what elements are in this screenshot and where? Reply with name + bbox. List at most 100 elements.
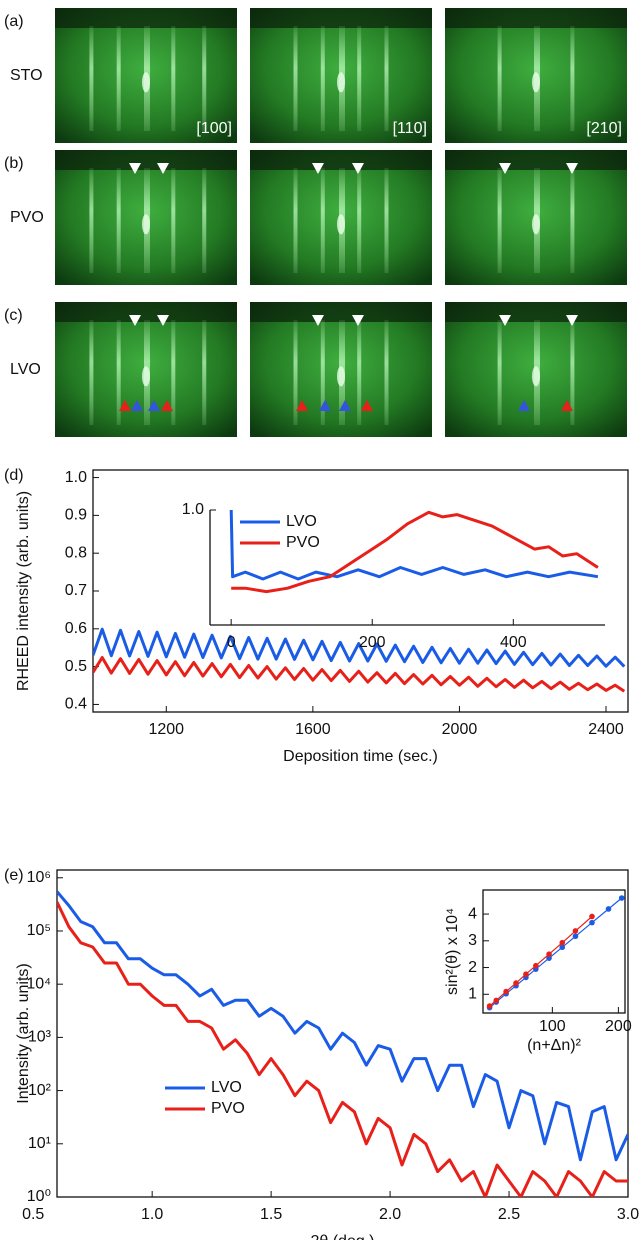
y-tick-label: 1 [468, 986, 477, 1003]
panel-label: (b) [4, 155, 24, 172]
x-tick-label: 200 [359, 634, 386, 651]
plot-frame [482, 889, 626, 1014]
marker-triangle [518, 400, 530, 411]
diffraction-streak [357, 26, 362, 131]
diffraction-streak [384, 26, 389, 131]
data-point [572, 928, 579, 934]
diffraction-streak [357, 320, 362, 425]
x-tick-label: 1.5 [260, 1206, 282, 1223]
direction-label: [110] [393, 120, 427, 137]
y-tick-label: 0.7 [65, 582, 87, 599]
marker-triangle [566, 163, 578, 174]
x-tick-label: 200 [605, 1018, 632, 1035]
y-tick-label: 0.8 [65, 544, 87, 561]
panel-label: (a) [4, 13, 24, 30]
x-axis-label: (n+Δn)² [527, 1037, 581, 1054]
legend-label: PVO [286, 534, 320, 551]
marker-triangle [561, 400, 573, 411]
x-tick-label: 3.0 [617, 1206, 639, 1223]
marker-triangle [157, 163, 169, 174]
diffraction-streak [384, 168, 389, 273]
shadow-band [445, 302, 627, 322]
diffraction-streak [89, 26, 94, 131]
y-tick-label: 10⁵ [27, 922, 51, 939]
x-tick-label: 2.0 [379, 1206, 401, 1223]
sample-label: STO [10, 67, 43, 84]
x-tick-label: 1200 [148, 721, 184, 738]
y-axis-label: Intensity (arb. units) [15, 963, 32, 1104]
diffraction-streak [384, 320, 389, 425]
diffraction-streak [202, 320, 207, 425]
marker-triangle [499, 163, 511, 174]
y-tick-label: 0.6 [65, 620, 87, 637]
y-tick-label: 10¹ [28, 1135, 51, 1152]
diffraction-streak [497, 168, 502, 273]
marker-triangle [129, 315, 141, 326]
specular-spot [532, 366, 540, 387]
data-point [618, 895, 625, 901]
marker-triangle [312, 163, 324, 174]
series-line [229, 510, 599, 581]
x-tick-label: 1600 [295, 721, 331, 738]
diffraction-streak [570, 26, 575, 131]
y-tick-label: 10⁰ [27, 1188, 51, 1205]
plot-frame [92, 469, 629, 713]
legend-label: PVO [211, 1100, 245, 1117]
shadow-band [55, 150, 237, 170]
direction-label: [100] [196, 120, 232, 137]
diffraction-streak [171, 168, 176, 273]
diffraction-streak [497, 320, 502, 425]
diffraction-streak [320, 26, 325, 131]
marker-triangle [161, 400, 173, 411]
x-tick-label: 1.0 [141, 1206, 163, 1223]
marker-triangle [361, 400, 373, 411]
series-line [57, 890, 628, 1162]
series-line [489, 916, 593, 1007]
x-tick-label: 2000 [442, 721, 478, 738]
marker-triangle [119, 400, 131, 411]
marker-triangle [148, 400, 160, 411]
data-point [523, 971, 529, 978]
diffraction-streak [116, 168, 121, 273]
diffraction-streak [293, 26, 298, 131]
chart: 100 200 1 2 3 4 (n+Δn)² sin²(θ) x 10⁴ [444, 889, 632, 1054]
diffraction-streak [89, 168, 94, 273]
data-point [546, 955, 552, 961]
marker-triangle [319, 400, 331, 411]
y-tick-label: 10² [28, 1082, 52, 1099]
shadow-band [445, 150, 627, 170]
y-tick-label: 2 [468, 959, 477, 976]
series-line [57, 901, 628, 1197]
diffraction-streak [570, 320, 575, 425]
marker-triangle [339, 400, 351, 411]
legend-label: LVO [211, 1079, 242, 1096]
specular-spot [142, 366, 150, 387]
plot-frame [56, 869, 629, 1198]
x-tick-label: 400 [500, 634, 527, 651]
legend-label: LVO [286, 513, 317, 530]
y-tick-label: 1.0 [182, 501, 204, 518]
data-point [503, 988, 509, 995]
diffraction-streak [116, 320, 121, 425]
specular-spot [337, 366, 345, 387]
diffraction-streak [293, 168, 298, 273]
panel-label: (c) [4, 307, 23, 324]
diffraction-streak [89, 320, 94, 425]
shadow-band [445, 8, 627, 28]
marker-triangle [157, 315, 169, 326]
x-tick-label: 0 [227, 634, 236, 651]
shadow-band [250, 302, 432, 322]
data-point [559, 944, 566, 951]
y-tick-label: 0.4 [65, 696, 87, 713]
specular-spot [337, 214, 345, 235]
diffraction-streak [171, 26, 176, 131]
y-tick-label: 3 [468, 932, 477, 949]
diffraction-streak [116, 26, 121, 131]
shadow-band [55, 8, 237, 28]
y-tick-label: 10⁶ [27, 869, 51, 886]
diffraction-streak [497, 26, 502, 131]
chart: 1200 1600 2000 24000.40.50.60.70.80.91.0(d)… [4, 467, 629, 765]
diffraction-streak [202, 26, 207, 131]
marker-triangle [312, 315, 324, 326]
